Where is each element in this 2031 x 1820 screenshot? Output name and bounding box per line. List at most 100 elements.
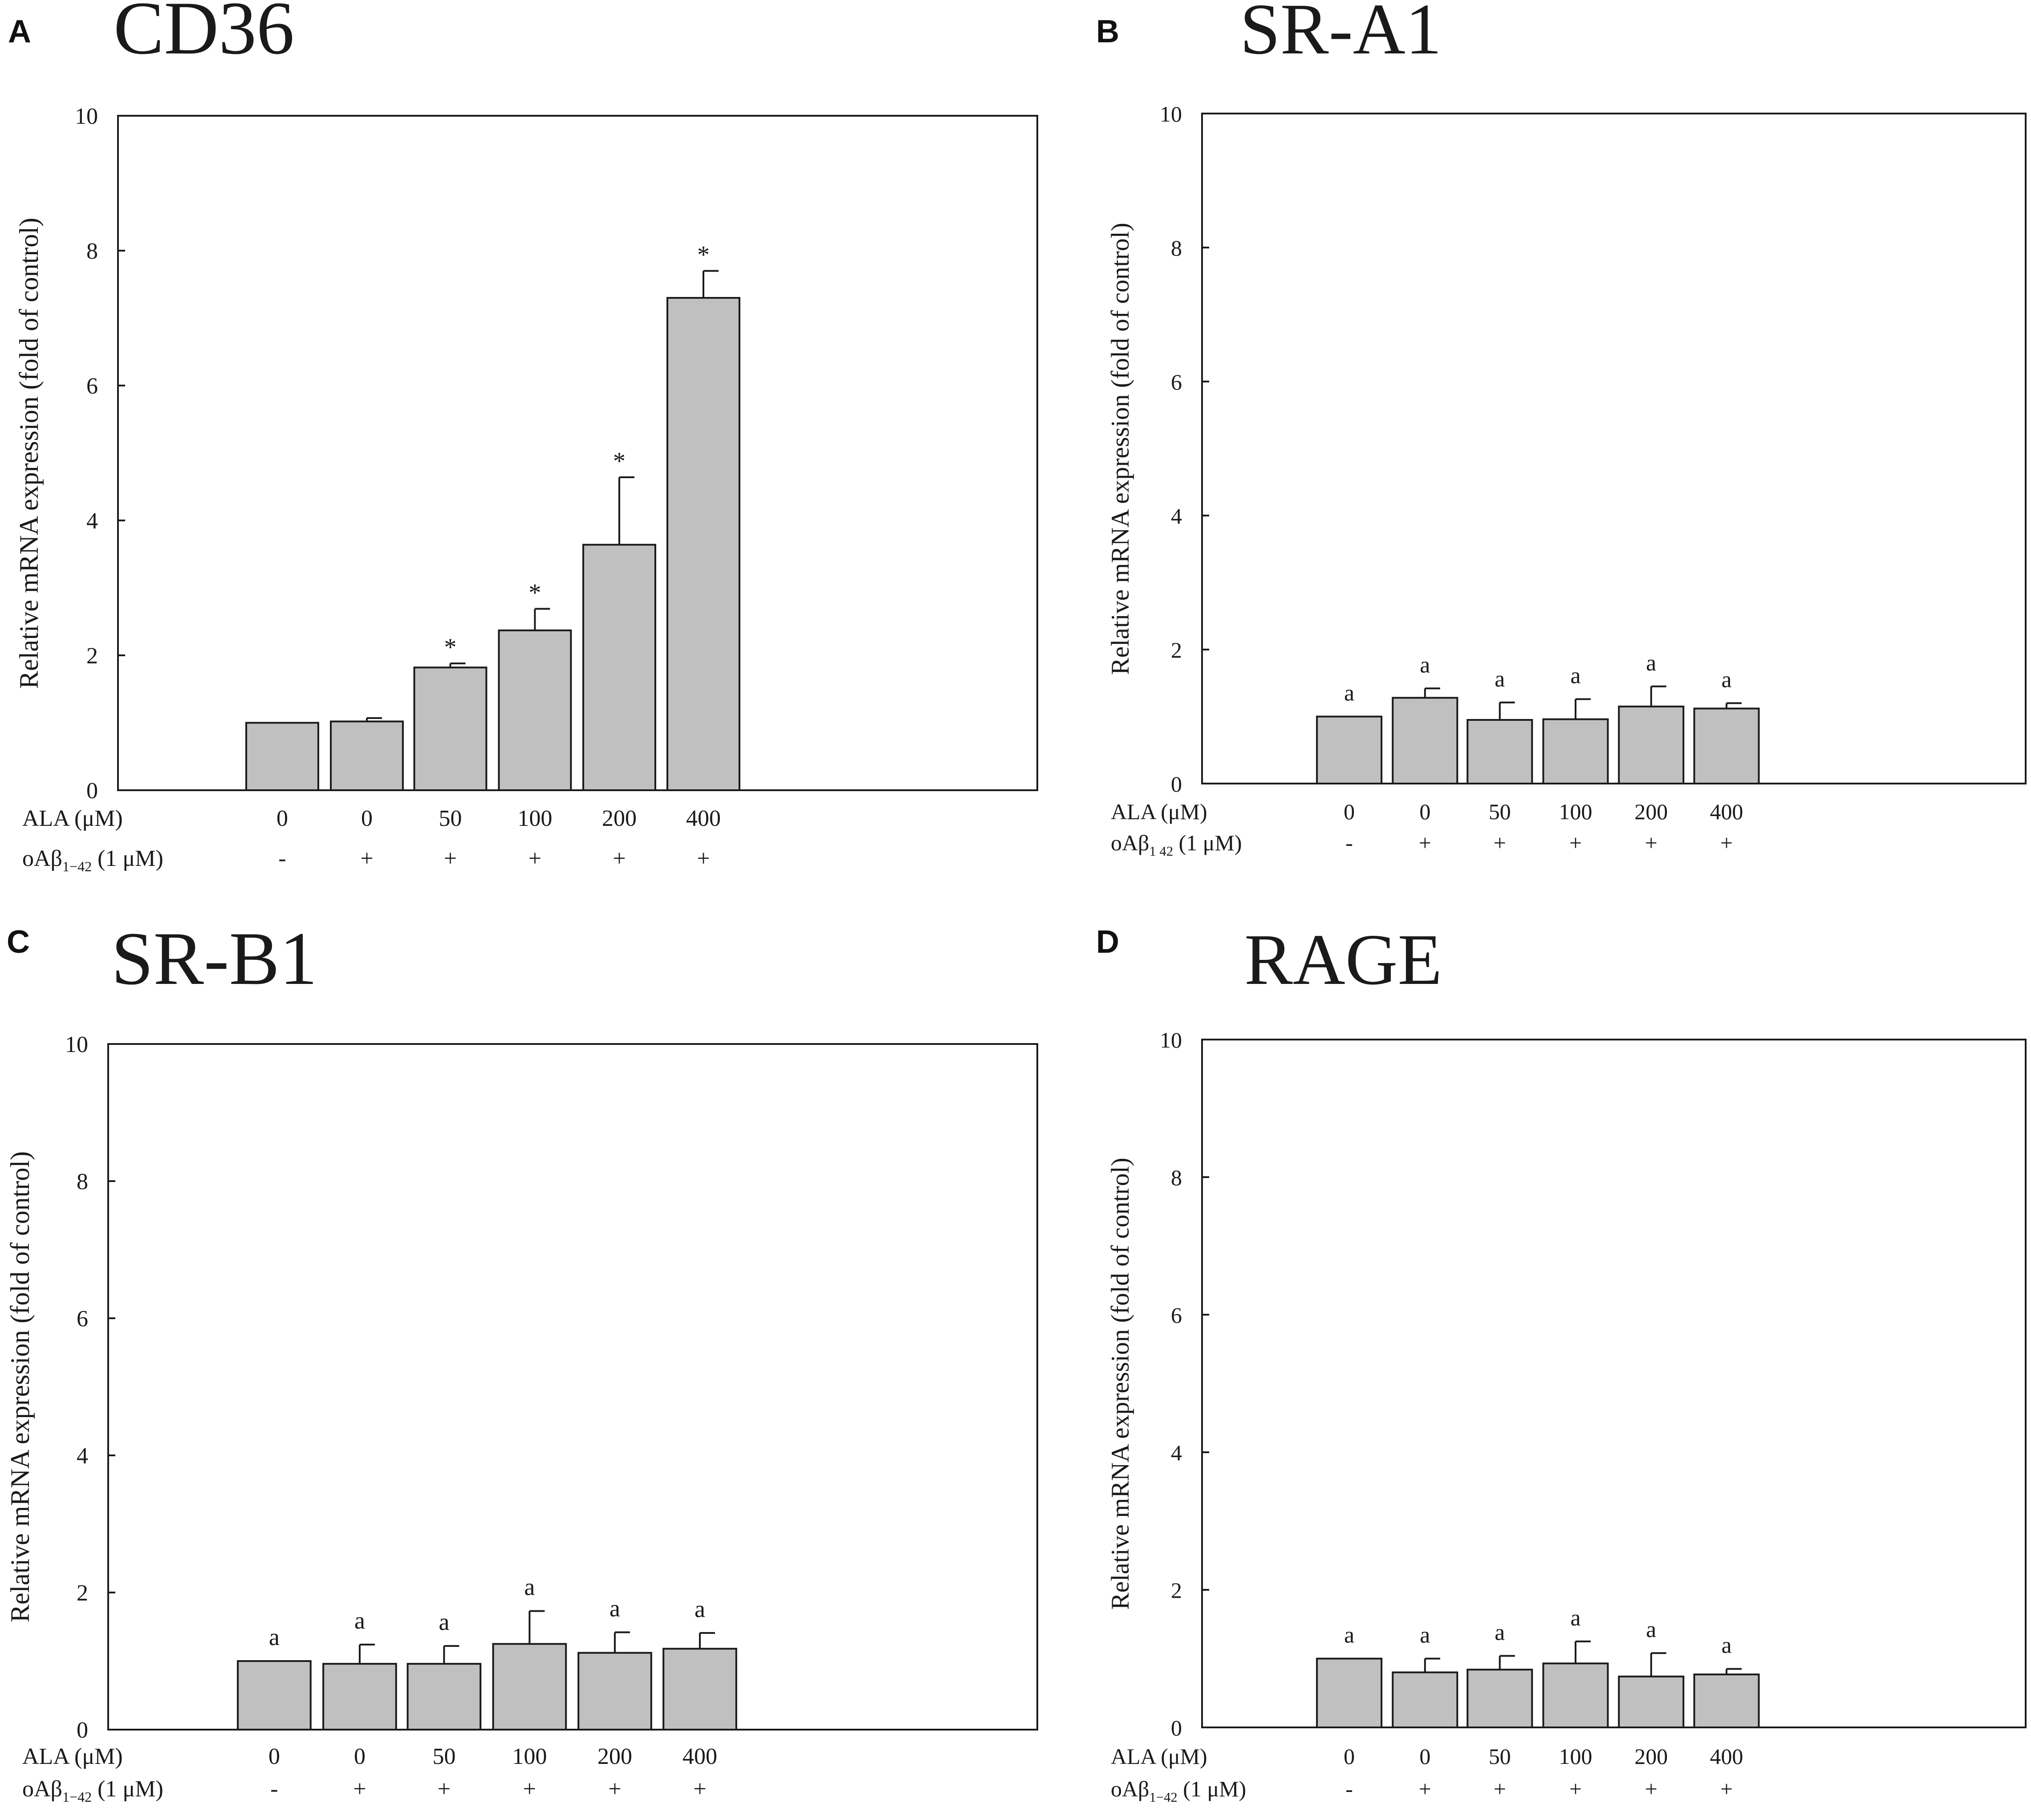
ala-value: 0	[276, 806, 288, 831]
ala-value: 100	[517, 806, 552, 831]
significance-label: a	[609, 1595, 620, 1621]
y-axis-label: Relative mRNA expression (fold of contro…	[1106, 1158, 1134, 1610]
oab-value: +	[444, 846, 457, 871]
oab-label-main: oAβ	[22, 1776, 62, 1802]
oab-row-label: oAβ1−42 (1 μM)	[1111, 1777, 1246, 1805]
chart-title: CD36	[114, 0, 294, 70]
oab-value: +	[613, 846, 626, 871]
chart-panel-a: A CD36 0 2 4 6 8 10 Relative mRNA expression (fo…	[8, 0, 1038, 874]
bar	[406, 1663, 482, 1731]
y-tick-label: 2	[1171, 1578, 1182, 1603]
y-tick-label: 2	[1171, 638, 1182, 662]
y-tick-label: 4	[1171, 504, 1182, 528]
oab-label-main: oAβ	[1111, 831, 1149, 855]
y-tick-label: 6	[1171, 370, 1182, 394]
ala-value: 50	[432, 1744, 455, 1769]
chart-title: SR-B1	[111, 917, 317, 1000]
oab-value: -	[270, 1776, 278, 1802]
ala-value: 0	[1344, 800, 1355, 824]
y-tick-label: 10	[65, 1032, 88, 1057]
bar	[1693, 1674, 1760, 1728]
y-tick-label: 6	[1171, 1303, 1182, 1328]
oab-value: +	[1720, 831, 1733, 855]
chart-panel-b: B SR-A1 0 2 4 6 8 10 Relative mRNA expression (f…	[1096, 0, 2027, 859]
bar	[237, 1660, 312, 1731]
plot-frame	[107, 1043, 1038, 1731]
bar	[1392, 697, 1458, 784]
y-tick-label: 0	[1171, 772, 1182, 796]
bar	[577, 1652, 652, 1731]
chart-panel-d: D RAGE 0 2 4 6 8 10 Relative mRNA expression (fo…	[1096, 920, 2027, 1805]
y-axis-label: Relative mRNA expression (fold of contro…	[14, 218, 44, 689]
ala-value: 100	[1559, 1744, 1592, 1769]
y-tick-label: 0	[86, 778, 98, 804]
plot-frame	[1201, 1039, 2027, 1728]
bar	[1542, 1662, 1609, 1728]
bar	[1316, 1658, 1383, 1728]
oab-value: +	[697, 846, 710, 871]
ala-value: 50	[1489, 1744, 1511, 1769]
oab-value: +	[353, 1776, 366, 1802]
ala-value: 0	[1344, 1744, 1355, 1769]
y-tick-label: 8	[86, 239, 98, 264]
bar	[662, 1648, 737, 1731]
y-tick-label: 0	[1171, 1716, 1182, 1740]
y-tick-label: 10	[75, 104, 98, 129]
oab-value: +	[523, 1776, 536, 1802]
bar	[1466, 1669, 1533, 1728]
oab-value: +	[1645, 1777, 1657, 1801]
ala-row-label: ALA (μM)	[1111, 1744, 1207, 1769]
bar	[1466, 719, 1533, 785]
y-tick-label: 10	[1160, 1028, 1182, 1052]
significance-label: *	[528, 579, 541, 606]
ala-value: 400	[682, 1744, 717, 1769]
y-tick-label: 8	[1171, 236, 1182, 260]
ala-row-label: ALA (μM)	[1111, 800, 1207, 824]
ala-value: 0	[1419, 1744, 1430, 1769]
bar	[322, 1663, 397, 1731]
significance-label: a	[1722, 667, 1732, 692]
oab-value: +	[1569, 1777, 1582, 1801]
bar	[1693, 707, 1760, 784]
significance-label: a	[1344, 681, 1354, 706]
ala-row-label: ALA (μM)	[22, 1744, 123, 1769]
oab-value: +	[693, 1776, 706, 1802]
oab-label-subscript: 1−42	[62, 1789, 92, 1805]
oab-label-suffix: (1 μM)	[1173, 831, 1242, 855]
y-tick-label: 4	[86, 508, 98, 534]
oab-label-main: oAβ	[22, 846, 62, 871]
ala-value: 0	[354, 1744, 366, 1769]
chart-title: SR-A1	[1240, 0, 1442, 69]
ala-value: 200	[1634, 800, 1668, 824]
bar	[666, 297, 740, 791]
significance-label: a	[524, 1574, 535, 1601]
ala-value: 200	[597, 1744, 632, 1769]
y-tick-label: 0	[77, 1718, 88, 1743]
oab-value: +	[438, 1776, 451, 1802]
significance-label: a	[1570, 663, 1580, 688]
significance-label: a	[1420, 652, 1430, 678]
y-tick-label: 6	[77, 1306, 88, 1332]
oab-value: +	[360, 846, 373, 871]
y-tick-label: 6	[86, 374, 98, 399]
bar	[1618, 1675, 1685, 1728]
bar	[330, 720, 404, 791]
oab-value: +	[1494, 831, 1506, 855]
y-axis-label: Relative mRNA expression (fold of contro…	[1106, 223, 1134, 675]
panel-letter: C	[7, 924, 30, 960]
oab-value: -	[1345, 831, 1353, 855]
ala-row-label: ALA (μM)	[22, 806, 123, 831]
significance-label: a	[1570, 1605, 1580, 1631]
oab-label-subscript: 1 42	[1149, 844, 1173, 859]
oab-value: +	[1494, 1777, 1506, 1801]
ala-value: 200	[1634, 1744, 1668, 1769]
oab-value: +	[1419, 1777, 1431, 1801]
ala-value: 50	[1489, 800, 1511, 824]
ala-value: 200	[602, 806, 637, 831]
significance-label: a	[354, 1607, 365, 1634]
panel-letter: B	[1096, 14, 1119, 49]
significance-label: a	[1420, 1623, 1430, 1648]
bar	[1392, 1671, 1458, 1728]
significance-label: a	[1646, 1617, 1656, 1642]
